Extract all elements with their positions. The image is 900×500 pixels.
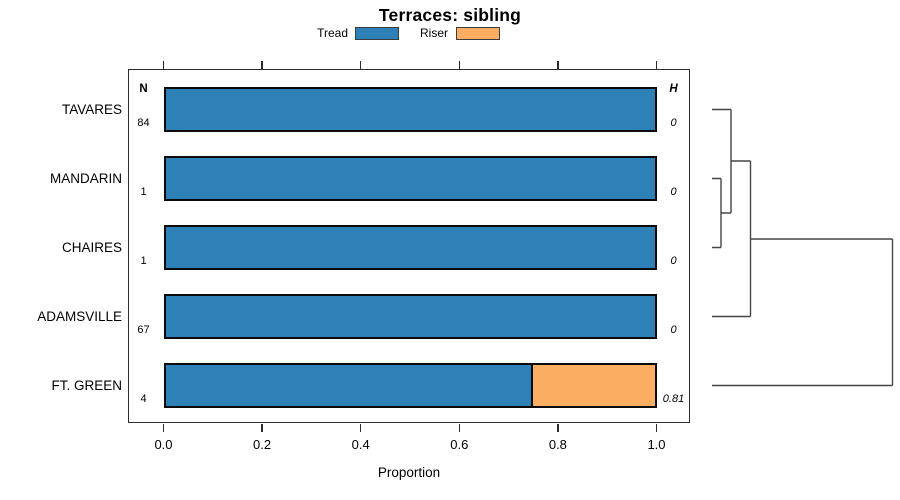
- n-value: 67: [137, 324, 150, 336]
- n-value: 1: [140, 255, 147, 267]
- h-value: 0: [670, 324, 677, 336]
- bar-chaires: [163, 225, 657, 270]
- x-tick-top: [261, 61, 263, 69]
- legend-swatch-riser: [456, 27, 500, 40]
- x-tick-top: [557, 61, 559, 69]
- category-label-ft-green: FT. GREEN: [51, 378, 122, 393]
- bar-tavares: [163, 87, 657, 132]
- x-tick-top: [655, 61, 658, 69]
- n-value: 1: [140, 186, 147, 198]
- h-value: 0.81: [662, 393, 685, 405]
- category-label-mandarin: MANDARIN: [49, 171, 122, 186]
- bar-segment-tread: [163, 225, 657, 270]
- h-value: 0: [670, 186, 677, 198]
- x-axis-title: Proportion: [377, 465, 441, 480]
- bar-segment-tread: [163, 363, 534, 408]
- bar-mandarin: [163, 156, 657, 201]
- category-label-tavares: TAVARES: [61, 102, 122, 117]
- n-value: 4: [140, 393, 147, 405]
- bar-adamsville: [163, 294, 657, 339]
- n-column-header: N: [139, 83, 148, 95]
- legend-label-riser: Riser: [419, 26, 448, 40]
- category-label-chaires: CHAIRES: [61, 240, 122, 255]
- legend-label-tread: Tread: [317, 26, 348, 40]
- h-column-header: H: [669, 83, 678, 95]
- legend-swatch-tread: [355, 27, 399, 40]
- x-tick-bottom: [557, 424, 559, 432]
- bar-segment-riser: [531, 363, 657, 408]
- x-tick-label: 0.4: [351, 437, 370, 452]
- dendrogram-path: [712, 108, 894, 387]
- x-tick-bottom: [261, 424, 263, 432]
- chart-title: Terraces: sibling: [378, 5, 522, 25]
- x-tick-bottom: [458, 424, 460, 432]
- bar-segment-tread: [163, 156, 657, 201]
- x-tick-top: [162, 61, 165, 69]
- bar-segment-tread: [163, 87, 657, 132]
- n-value: 84: [137, 117, 150, 129]
- x-tick-label: 0.8: [548, 437, 567, 452]
- h-value: 0: [670, 255, 677, 267]
- x-tick-bottom: [655, 424, 658, 432]
- bar-ft-green: [163, 363, 657, 408]
- x-tick-bottom: [359, 424, 362, 432]
- x-tick-label: 0.2: [253, 437, 272, 452]
- x-tick-top: [359, 61, 362, 69]
- bar-segment-tread: [163, 294, 657, 339]
- x-tick-top: [458, 61, 460, 69]
- x-tick-bottom: [162, 424, 165, 432]
- x-tick-label: 0.6: [450, 437, 469, 452]
- h-value: 0: [670, 117, 677, 129]
- category-label-adamsville: ADAMSVILLE: [37, 309, 122, 324]
- x-tick-label: 1.0: [647, 437, 666, 452]
- x-tick-label: 0.0: [154, 437, 173, 452]
